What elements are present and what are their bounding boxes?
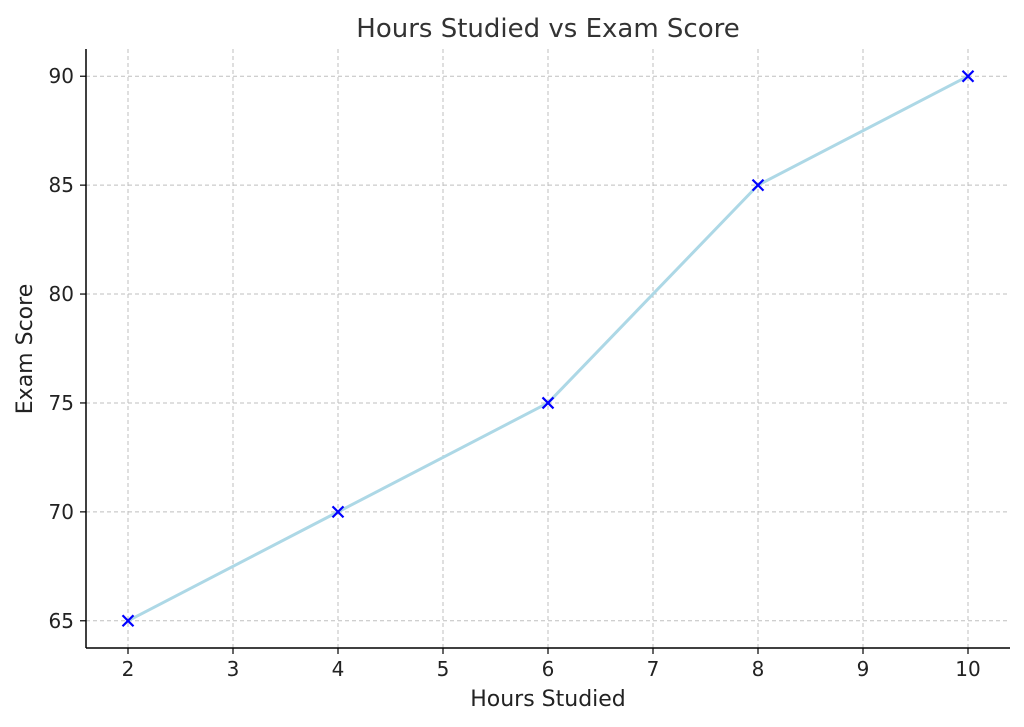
marker-stroke [751,178,765,192]
series-group [121,69,975,628]
x-tick-label-7: 7 [647,657,660,681]
data-point-6 [541,396,555,410]
y-tick-label-75: 75 [49,391,74,415]
x-axis-label: Hours Studied [470,687,626,712]
x-tick-label-3: 3 [227,657,240,681]
marker-stroke [961,69,975,83]
x-tick-label-2: 2 [122,657,135,681]
y-tick-label-70: 70 [49,500,74,524]
data-point-10 [961,69,975,83]
data-point-2 [121,614,135,628]
y-tick-label-85: 85 [49,173,74,197]
tick-labels: 2 3 4 5 6 7 8 9 10 65 70 75 80 85 90 [49,64,981,681]
x-tick-label-5: 5 [437,657,450,681]
data-point-4 [331,505,345,519]
x-tick-label-4: 4 [332,657,345,681]
axes [80,49,1010,654]
y-tick-label-80: 80 [49,282,74,306]
marker-stroke [121,614,135,628]
y-tick-label-90: 90 [49,64,74,88]
marker-stroke [331,505,345,519]
x-tick-label-8: 8 [752,657,765,681]
x-tick-label-9: 9 [857,657,870,681]
grid-lines [86,49,1010,648]
y-axis-label: Exam Score [13,284,38,414]
data-point-8 [751,178,765,192]
x-tick-label-6: 6 [542,657,555,681]
chart-title: Hours Studied vs Exam Score [356,14,739,44]
x-tick-label-10: 10 [955,657,980,681]
marker-stroke [541,396,555,410]
y-tick-label-65: 65 [49,609,74,633]
